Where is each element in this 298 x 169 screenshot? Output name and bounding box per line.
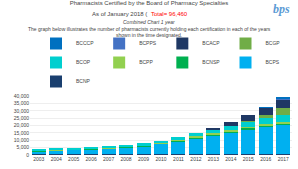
svg-text:BCCCP: BCCCP [76,40,94,46]
svg-text:BCOP: BCOP [76,59,91,65]
svg-text:2006: 2006 [86,156,97,162]
svg-text:As of January 2018 (: As of January 2018 ( [92,11,147,17]
svg-text:BCGP: BCGP [266,40,281,46]
svg-text:2013: 2013 [208,156,219,162]
svg-text:2005: 2005 [68,156,79,162]
svg-text:2003: 2003 [33,156,44,162]
svg-text:2014: 2014 [225,156,236,162]
svg-text:shown in the time designated.: shown in the time designated. [116,32,182,38]
svg-text:BCPPS: BCPPS [139,40,157,46]
svg-text:2010: 2010 [155,156,166,162]
svg-text:2016: 2016 [260,156,271,162]
svg-text:BCNP: BCNP [76,78,91,84]
svg-text:15,000: 15,000 [14,130,30,136]
svg-text:35,000: 35,000 [14,100,30,106]
svg-text:Combined Chart 1 year: Combined Chart 1 year [123,19,175,25]
svg-text:2015: 2015 [243,156,254,162]
svg-text:Pharmacists Certified by the B: Pharmacists Certified by the Board of Ph… [70,0,229,6]
svg-text:BCPS: BCPS [266,59,280,65]
svg-text:The graph below illustrates th: The graph below illustrates the number o… [28,26,271,32]
svg-text:25,000: 25,000 [14,115,30,121]
svg-text:BCPP: BCPP [139,59,153,65]
svg-text:bps: bps [273,2,290,16]
svg-text:Total= 96,460: Total= 96,460 [151,11,188,17]
svg-text:20,000: 20,000 [14,122,30,128]
svg-text:BCNSP: BCNSP [202,59,220,65]
svg-text:2009: 2009 [138,156,149,162]
svg-text:BCACP: BCACP [202,40,220,46]
svg-text:2011: 2011 [173,156,184,162]
svg-text:30,000: 30,000 [14,108,30,114]
svg-text:2017: 2017 [278,156,289,162]
svg-text:2008: 2008 [121,156,132,162]
svg-text:2004: 2004 [51,156,62,162]
svg-text:5,000: 5,000 [16,144,29,150]
svg-text:10,000: 10,000 [14,137,30,143]
svg-text:0: 0 [26,152,29,158]
svg-text:2007: 2007 [103,156,114,162]
svg-text:40,000: 40,000 [14,93,30,99]
svg-text:2012: 2012 [190,156,201,162]
